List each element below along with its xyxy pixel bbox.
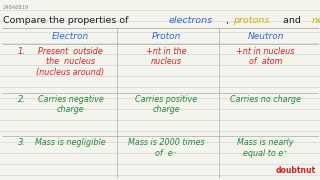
Text: 24848819: 24848819: [3, 5, 29, 10]
Text: 1.: 1.: [18, 47, 26, 56]
Text: 3.: 3.: [18, 138, 26, 147]
Text: Mass is negligible: Mass is negligible: [35, 138, 106, 147]
Text: Mass is 2000 times: Mass is 2000 times: [128, 138, 205, 147]
Text: 2.: 2.: [18, 95, 26, 104]
Text: nucleus: nucleus: [151, 57, 182, 66]
Text: +nt in the: +nt in the: [146, 47, 187, 56]
Text: doubtnut: doubtnut: [276, 166, 316, 175]
Text: and: and: [280, 16, 304, 25]
Text: (nucleus around): (nucleus around): [36, 68, 104, 77]
Text: the  nucleus: the nucleus: [46, 57, 95, 66]
Text: Present  outside: Present outside: [38, 47, 103, 56]
Text: Carries negative: Carries negative: [37, 95, 103, 104]
Text: electrons: electrons: [169, 16, 213, 25]
Text: of  atom: of atom: [249, 57, 282, 66]
Text: Electron: Electron: [52, 32, 89, 41]
Text: Mass is nearly: Mass is nearly: [237, 138, 294, 147]
Text: Carries positive: Carries positive: [135, 95, 197, 104]
Text: ,: ,: [226, 16, 232, 25]
Text: charge: charge: [153, 105, 180, 114]
Text: protons: protons: [234, 16, 270, 25]
Text: neutrons: neutrons: [311, 16, 320, 25]
Text: Compare the properties of: Compare the properties of: [3, 16, 132, 25]
Text: of  e⁻: of e⁻: [156, 148, 177, 158]
Text: equal to e⁺: equal to e⁺: [244, 148, 288, 158]
Text: +nt in nucleus: +nt in nucleus: [236, 47, 295, 56]
Text: Carries no charge: Carries no charge: [230, 95, 301, 104]
Text: Neutron: Neutron: [247, 32, 284, 41]
Text: Proton: Proton: [152, 32, 181, 41]
Text: charge: charge: [57, 105, 84, 114]
